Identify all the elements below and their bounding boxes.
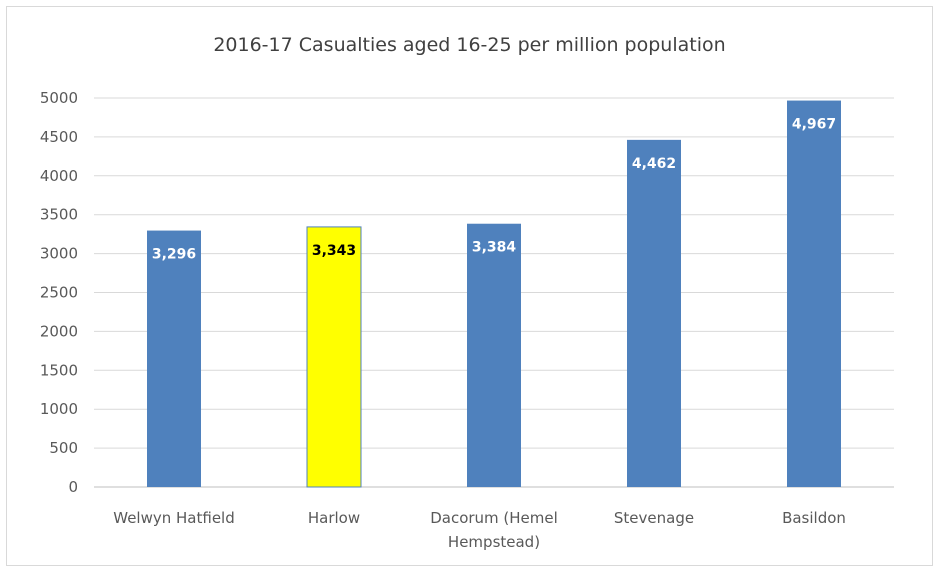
y-tick-label: 0 xyxy=(68,478,78,496)
bar xyxy=(306,226,362,488)
y-tick-label: 1000 xyxy=(40,400,78,418)
y-tick-label: 2000 xyxy=(40,322,78,340)
x-tick-label-line: Hempstead) xyxy=(448,533,540,551)
x-tick-label-line: Welwyn Hatfield xyxy=(113,509,235,527)
y-tick-label: 4000 xyxy=(40,167,78,185)
x-tick-label: Basildon xyxy=(782,509,846,527)
data-label: 4,462 xyxy=(632,156,676,172)
bar xyxy=(787,100,841,488)
data-label: 3,384 xyxy=(472,240,517,256)
data-label: 3,296 xyxy=(152,247,196,263)
bar xyxy=(147,230,201,487)
y-tick-label: 5000 xyxy=(40,89,78,107)
x-tick-label: Stevenage xyxy=(614,509,694,527)
y-tick-label: 1500 xyxy=(40,361,78,379)
x-tick-label-line: Harlow xyxy=(308,509,360,527)
y-tick-label: 2500 xyxy=(40,284,78,302)
y-tick-label: 4500 xyxy=(40,128,78,146)
data-label: 3,343 xyxy=(312,243,356,259)
y-tick-label: 3500 xyxy=(40,206,78,224)
x-tick-label: Harlow xyxy=(308,509,360,527)
x-tick-label: Dacorum (Hemel Hempstead) xyxy=(430,509,558,551)
data-label: 4,967 xyxy=(792,117,836,133)
x-tick-label: Welwyn Hatfield xyxy=(113,509,235,527)
chart-title: 2016-17 Casualties aged 16-25 per millio… xyxy=(213,34,726,56)
x-tick-label-line: Stevenage xyxy=(614,509,694,527)
bar xyxy=(627,139,681,488)
y-tick-label: 3000 xyxy=(40,245,78,263)
y-tick-label: 500 xyxy=(49,439,78,457)
x-tick-label-line: Basildon xyxy=(782,509,846,527)
bar xyxy=(467,223,521,487)
x-tick-label-line: Dacorum (Hemel xyxy=(430,509,558,527)
